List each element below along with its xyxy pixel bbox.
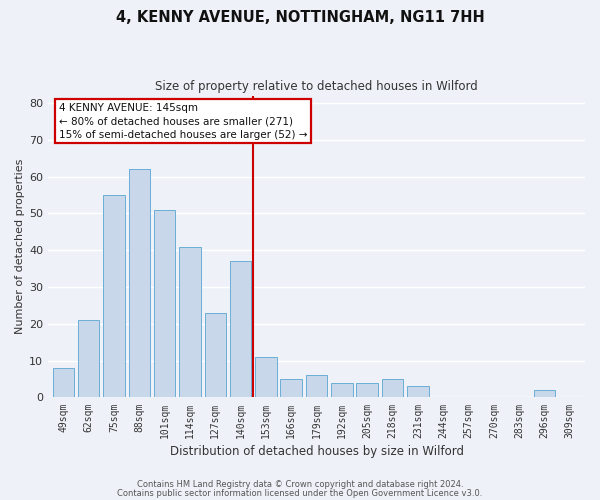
Title: Size of property relative to detached houses in Wilford: Size of property relative to detached ho…: [155, 80, 478, 93]
Bar: [230, 261, 251, 398]
Bar: [53, 368, 74, 398]
Bar: [534, 390, 555, 398]
Bar: [128, 169, 150, 398]
Text: Contains public sector information licensed under the Open Government Licence v3: Contains public sector information licen…: [118, 490, 482, 498]
Bar: [179, 246, 201, 398]
Bar: [154, 210, 175, 398]
Bar: [382, 379, 403, 398]
Bar: [78, 320, 100, 398]
Text: 4, KENNY AVENUE, NOTTINGHAM, NG11 7HH: 4, KENNY AVENUE, NOTTINGHAM, NG11 7HH: [116, 10, 484, 25]
Text: Contains HM Land Registry data © Crown copyright and database right 2024.: Contains HM Land Registry data © Crown c…: [137, 480, 463, 489]
X-axis label: Distribution of detached houses by size in Wilford: Distribution of detached houses by size …: [170, 444, 464, 458]
Bar: [280, 379, 302, 398]
Bar: [205, 313, 226, 398]
Bar: [331, 382, 353, 398]
Y-axis label: Number of detached properties: Number of detached properties: [15, 159, 25, 334]
Bar: [103, 195, 125, 398]
Bar: [255, 357, 277, 398]
Bar: [407, 386, 428, 398]
Text: 4 KENNY AVENUE: 145sqm
← 80% of detached houses are smaller (271)
15% of semi-de: 4 KENNY AVENUE: 145sqm ← 80% of detached…: [59, 103, 307, 140]
Bar: [306, 376, 328, 398]
Bar: [356, 382, 378, 398]
